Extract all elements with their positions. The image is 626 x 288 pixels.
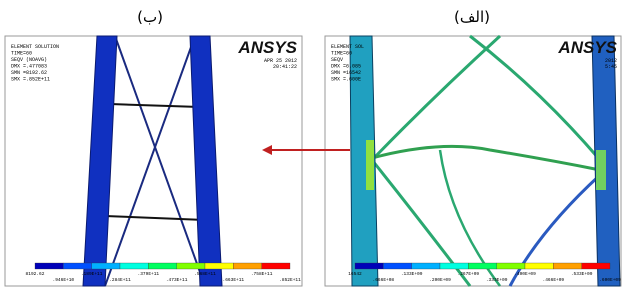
panel-frame xyxy=(5,36,302,286)
logo: ANSYS xyxy=(237,38,297,57)
logo: ANSYS xyxy=(557,38,617,57)
header-line: SMX =.600E xyxy=(331,77,361,83)
legend-label: .666E+08 xyxy=(373,277,395,283)
header-line: SEQV xyxy=(331,57,343,63)
legend-swatch xyxy=(553,263,581,269)
header-line: DMX =6.085 xyxy=(331,64,361,70)
legend-swatch xyxy=(177,263,205,269)
legend-label: .473E+11 xyxy=(166,277,188,283)
legend-label: .284E+11 xyxy=(109,277,131,283)
right-panel xyxy=(325,36,621,286)
legend-swatch xyxy=(92,263,120,269)
legend-label: .600E+09 xyxy=(599,277,621,283)
header-line: SMX =.852E+11 xyxy=(11,77,50,83)
header-line: DMX =.477083 xyxy=(11,64,47,70)
legend-label: .533E+09 xyxy=(571,271,593,277)
legend-label: .379E+11 xyxy=(138,271,160,277)
figure: (ب) (الف) ELEMENT SOLUTIONTIME=60SEQV (N… xyxy=(0,0,626,288)
header-line: SMN =8192.62 xyxy=(11,70,47,76)
legend-swatch xyxy=(262,263,290,269)
legend-label: 16542 xyxy=(348,271,362,277)
legend-swatch xyxy=(35,263,63,269)
legend-swatch xyxy=(440,263,468,269)
legend-swatch xyxy=(63,263,91,269)
stress-zone xyxy=(596,150,606,190)
legend-label: .400E+09 xyxy=(514,271,536,277)
header-line: TIME=60 xyxy=(331,51,352,57)
header-line: ELEMENT SOLUTION xyxy=(11,44,59,50)
legend-swatch xyxy=(582,263,610,269)
time: 5:45 xyxy=(605,64,617,70)
legend-swatch xyxy=(497,263,525,269)
left-panel xyxy=(5,36,302,286)
legend-label: .946E+10 xyxy=(53,277,75,283)
legend-swatch xyxy=(233,263,261,269)
legend-swatch xyxy=(205,263,233,269)
legend-swatch xyxy=(148,263,176,269)
legend-label: .466E+09 xyxy=(543,277,565,283)
time: 20:41:22 xyxy=(273,64,297,70)
caption-right: (الف) xyxy=(454,8,490,26)
legend-label: .200E+09 xyxy=(429,277,451,283)
header-line: ELEMENT SOL xyxy=(331,44,364,50)
legend-label: .758E+11 xyxy=(251,271,273,277)
legend-label: .189E+11 xyxy=(81,271,103,277)
legend-swatch xyxy=(355,263,383,269)
legend-label: 8192.62 xyxy=(26,271,45,277)
legend-label: .267E+09 xyxy=(458,271,480,277)
header-line: SEQV (NOAVG) xyxy=(11,57,47,63)
stress-zone xyxy=(366,140,374,190)
legend-swatch xyxy=(412,263,440,269)
legend-swatch xyxy=(383,263,411,269)
header-line: TIME=60 xyxy=(11,51,32,57)
legend-label: .852E+11 xyxy=(279,277,301,283)
legend-label: .333E+09 xyxy=(486,277,508,283)
legend-swatch xyxy=(120,263,148,269)
header-line: SMN =16542 xyxy=(331,70,361,76)
legend-label: .663E+11 xyxy=(223,277,245,283)
caption-left: (ب) xyxy=(137,8,163,26)
legend-swatch xyxy=(525,263,553,269)
legend-label: .568E+11 xyxy=(194,271,216,277)
legend-label: .133E+09 xyxy=(401,271,423,277)
legend-swatch xyxy=(468,263,496,269)
